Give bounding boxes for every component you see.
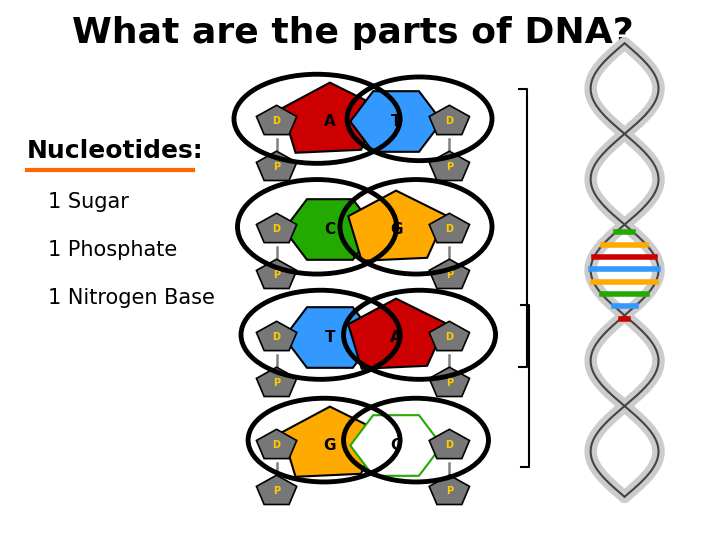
Polygon shape <box>350 91 442 152</box>
Text: What are the parts of DNA?: What are the parts of DNA? <box>71 16 634 50</box>
Text: 1 Nitrogen Base: 1 Nitrogen Base <box>48 287 215 308</box>
Text: P: P <box>273 379 280 388</box>
Polygon shape <box>429 105 469 134</box>
Polygon shape <box>282 407 380 477</box>
Text: T: T <box>391 114 401 129</box>
Text: G: G <box>390 222 402 237</box>
Text: P: P <box>446 271 453 280</box>
Text: D: D <box>446 441 454 450</box>
Polygon shape <box>256 259 297 288</box>
Polygon shape <box>348 191 446 261</box>
Polygon shape <box>282 83 380 153</box>
Text: C: C <box>324 222 336 237</box>
Text: P: P <box>446 487 453 496</box>
Polygon shape <box>429 429 469 458</box>
Text: D: D <box>273 441 281 450</box>
Polygon shape <box>429 259 469 288</box>
Text: P: P <box>273 271 280 280</box>
Polygon shape <box>284 307 376 368</box>
Polygon shape <box>348 299 446 369</box>
Text: T: T <box>325 330 335 345</box>
Polygon shape <box>429 213 469 242</box>
Polygon shape <box>429 367 469 396</box>
Polygon shape <box>256 213 297 242</box>
Text: P: P <box>446 163 453 172</box>
Polygon shape <box>256 321 297 350</box>
Polygon shape <box>429 151 469 180</box>
Text: Nucleotides:: Nucleotides: <box>27 139 204 163</box>
Text: P: P <box>273 487 280 496</box>
Polygon shape <box>256 367 297 396</box>
Polygon shape <box>256 429 297 458</box>
Text: D: D <box>446 333 454 342</box>
Text: D: D <box>446 225 454 234</box>
Polygon shape <box>429 321 469 350</box>
Text: 1 Phosphate: 1 Phosphate <box>48 240 178 260</box>
Polygon shape <box>256 105 297 134</box>
Text: P: P <box>446 379 453 388</box>
Text: 1 Sugar: 1 Sugar <box>48 192 130 213</box>
Text: D: D <box>273 333 281 342</box>
Text: D: D <box>446 117 454 126</box>
Polygon shape <box>429 475 469 504</box>
Text: P: P <box>273 163 280 172</box>
Text: C: C <box>390 438 402 453</box>
Text: A: A <box>324 114 336 129</box>
Text: G: G <box>324 438 336 453</box>
Polygon shape <box>350 415 442 476</box>
Polygon shape <box>256 151 297 180</box>
Polygon shape <box>256 475 297 504</box>
Text: D: D <box>273 117 281 126</box>
Text: D: D <box>273 225 281 234</box>
Polygon shape <box>284 199 376 260</box>
Text: A: A <box>390 330 402 345</box>
